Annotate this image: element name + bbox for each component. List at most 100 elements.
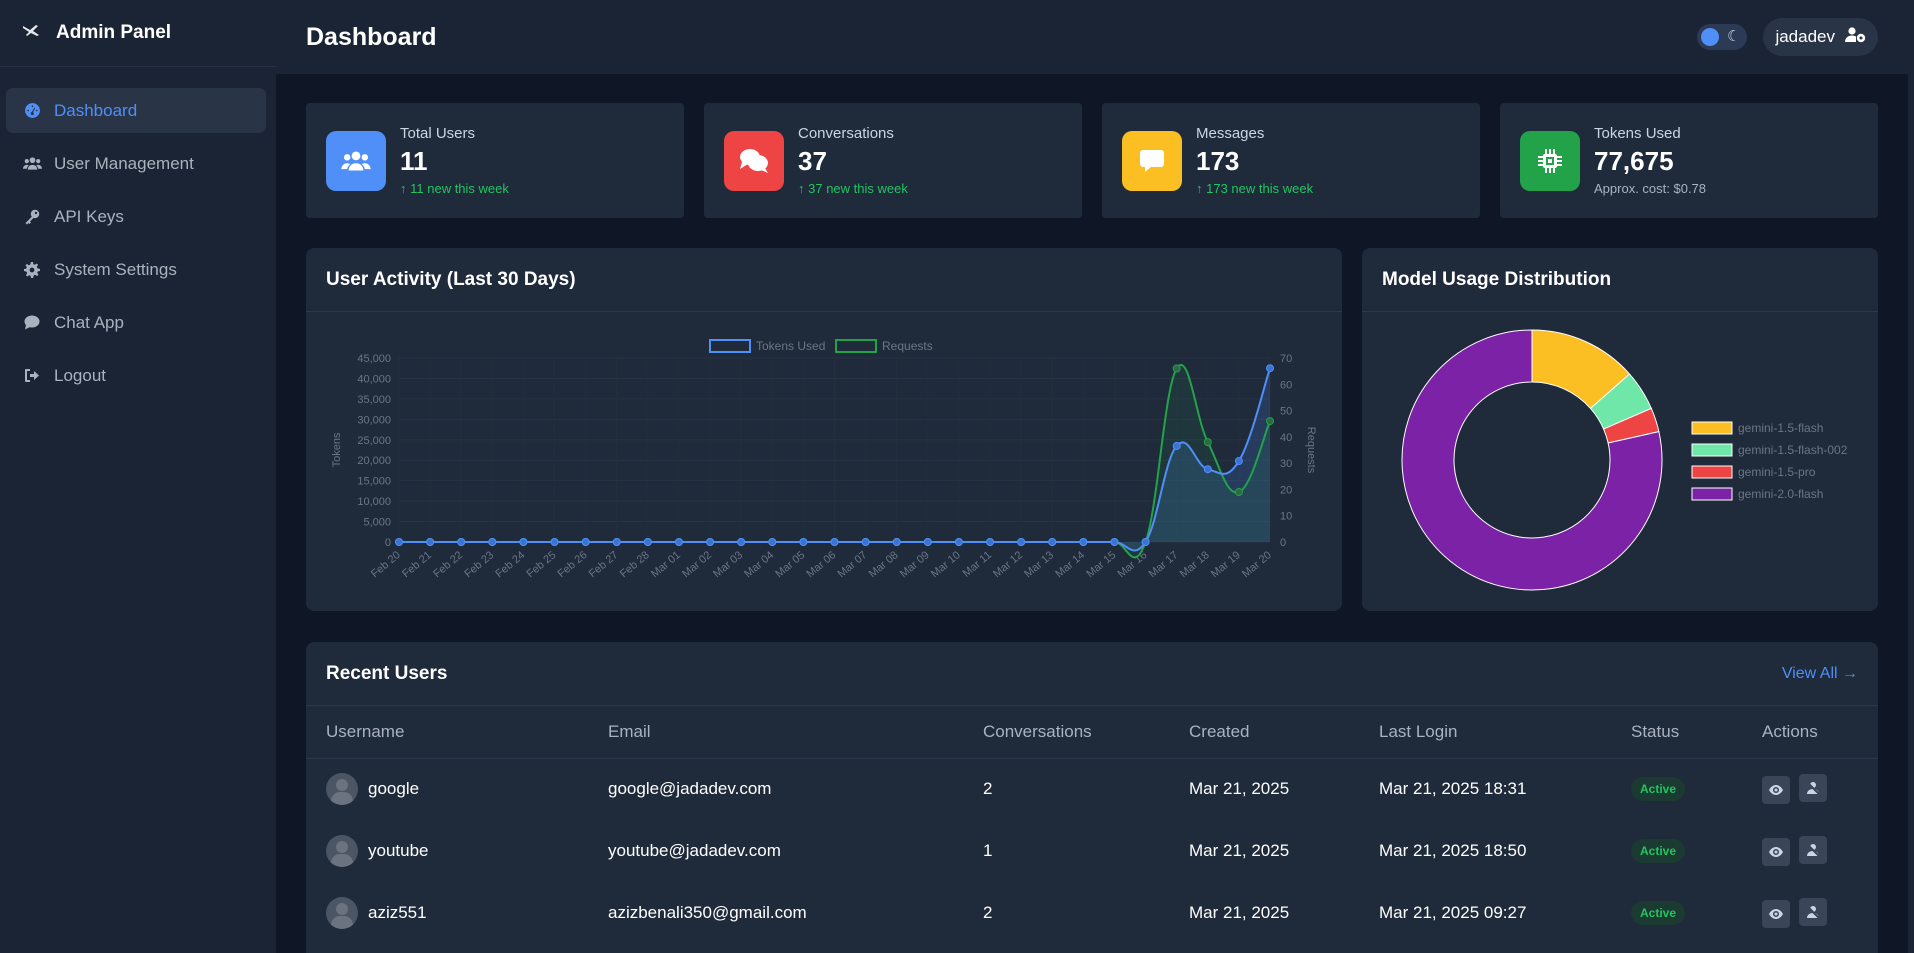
tokens-point <box>488 538 497 546</box>
page-title: Dashboard <box>306 22 437 51</box>
legend-label: gemini-1.5-flash <box>1738 421 1823 435</box>
view-user-button[interactable] <box>1762 838 1790 866</box>
y-tick-label: 40,000 <box>357 373 391 385</box>
sidebar-item-dashboard[interactable]: Dashboard <box>6 88 266 133</box>
x-tick-label: Feb 21 <box>400 549 434 580</box>
legend-swatch <box>1691 443 1733 457</box>
requests-point <box>1234 488 1243 497</box>
avatar <box>326 835 358 867</box>
tokens-point <box>426 538 435 546</box>
requests-point <box>1172 364 1181 373</box>
table-row[interactable]: aziz551 azizbenali350@gmail.com 2 Mar 21… <box>306 882 1878 944</box>
legend-swatch-requests <box>835 339 877 353</box>
tokens-point <box>1079 538 1088 546</box>
y2-tick-label: 40 <box>1280 432 1292 444</box>
tokens-point <box>457 538 466 546</box>
y2-tick-label: 10 <box>1280 511 1292 523</box>
theme-toggle[interactable]: ☾ <box>1697 24 1748 50</box>
col-email[interactable]: Email <box>588 706 963 759</box>
y-tick-label: 10,000 <box>357 496 391 508</box>
cell-email: azizbenali350@gmail.com <box>608 903 807 922</box>
recent-users-panel: Recent Users View All → Username Email C… <box>306 642 1878 953</box>
stat-note: Approx. cost: $0.78 <box>1594 181 1707 196</box>
x-tick-label: Mar 14 <box>1053 549 1087 580</box>
x-tick-label: Mar 19 <box>1209 549 1243 580</box>
y2-tick-label: 70 <box>1280 353 1292 365</box>
view-all-link[interactable]: View All → <box>1781 664 1858 682</box>
avatar <box>326 897 358 929</box>
gauge-icon <box>22 102 42 119</box>
tokens-point <box>1141 538 1150 546</box>
col-last-login[interactable]: Last Login <box>1359 706 1611 759</box>
cell-conversations: 2 <box>983 903 993 922</box>
y2-axis-label: Requests <box>1305 427 1317 474</box>
status-badge: Active <box>1631 901 1686 925</box>
tokens-point <box>581 538 590 546</box>
requests-point <box>1203 438 1212 447</box>
y-tick-label: 15,000 <box>357 476 391 488</box>
sidebar-item-label: Logout <box>54 365 106 385</box>
sidebar-item-logout[interactable]: Logout <box>6 353 266 398</box>
recent-users-table: Username Email Conversations Created Las… <box>306 706 1878 944</box>
x-tick-label: Feb 25 <box>525 549 559 580</box>
sidebar-item-api-keys[interactable]: API Keys <box>6 194 266 239</box>
scrollbar[interactable] <box>1908 0 1914 953</box>
comments-icon <box>724 130 784 191</box>
tokens-point <box>892 538 901 546</box>
view-user-button[interactable] <box>1762 776 1790 805</box>
y2-tick-label: 30 <box>1280 458 1292 470</box>
x-tick-label: Mar 04 <box>742 549 776 580</box>
stat-card-tokens-used: Tokens Used 77,675 Approx. cost: $0.78 <box>1500 103 1878 218</box>
cell-last-login: Mar 21, 2025 18:31 <box>1379 779 1527 799</box>
x-tick-label: Mar 03 <box>711 549 745 580</box>
arrow-up-icon: ↑ <box>798 181 805 196</box>
main-content: Dashboard ☾ jadadev Total Users 11 ↑ 11 … <box>276 0 1908 953</box>
tokens-point <box>768 538 777 546</box>
stat-trend: ↑ 37 new this week <box>798 181 908 196</box>
y2-tick-label: 0 <box>1280 537 1286 549</box>
x-tick-label: Mar 01 <box>649 549 683 580</box>
tokens-point <box>737 538 746 546</box>
tokens-point <box>1110 538 1119 546</box>
sidebar-item-label: Chat App <box>54 312 124 332</box>
tokens-point <box>954 538 963 546</box>
sidebar-item-system-settings[interactable]: System Settings <box>6 247 266 292</box>
stat-trend: ↑ 11 new this week <box>400 181 509 196</box>
brand[interactable]: Admin Panel <box>0 0 276 67</box>
x-tick-label: Mar 17 <box>1147 549 1181 580</box>
tokens-point <box>706 538 715 546</box>
table-row[interactable]: google google@jadadev.com 2 Mar 21, 2025… <box>306 758 1878 820</box>
disable-user-button[interactable] <box>1798 898 1827 926</box>
cell-created: Mar 21, 2025 <box>1189 903 1290 922</box>
x-tick-label: Feb 22 <box>431 549 465 580</box>
tokens-area <box>399 368 1270 551</box>
col-created[interactable]: Created <box>1169 706 1359 759</box>
sidebar-item-label: Dashboard <box>54 100 138 120</box>
col-username[interactable]: Username <box>306 706 588 759</box>
sidebar-item-user-management[interactable]: User Management <box>6 141 266 186</box>
disable-user-button[interactable] <box>1798 774 1827 803</box>
col-conversations[interactable]: Conversations <box>963 706 1169 759</box>
x-tick-label: Mar 15 <box>1084 549 1118 580</box>
tokens-line <box>398 367 1271 552</box>
sidebar: Admin Panel Dashboard User Management AP… <box>0 0 276 953</box>
x-tick-label: Mar 12 <box>991 549 1025 580</box>
view-user-button[interactable] <box>1762 900 1790 928</box>
user-menu-button[interactable]: jadadev <box>1763 18 1878 56</box>
stat-value: 173 <box>1196 146 1240 176</box>
brand-title: Admin Panel <box>56 22 172 43</box>
disable-user-button[interactable] <box>1798 836 1827 864</box>
sidebar-item-chat-app[interactable]: Chat App <box>6 300 266 345</box>
x-tick-label: Feb 24 <box>493 549 527 580</box>
y-tick-label: 0 <box>385 537 391 549</box>
x-tick-label: Feb 23 <box>462 549 496 580</box>
tokens-point <box>1266 364 1274 373</box>
cell-last-login: Mar 21, 2025 18:50 <box>1379 841 1527 860</box>
y-tick-label: 20,000 <box>357 455 391 467</box>
table-row[interactable]: youtube youtube@jadadev.com 1 Mar 21, 20… <box>306 820 1878 882</box>
cell-conversations: 1 <box>983 841 993 860</box>
tokens-point <box>1172 441 1181 450</box>
x-tick-label: Feb 28 <box>618 549 652 580</box>
col-status[interactable]: Status <box>1611 706 1742 759</box>
sidebar-nav: Dashboard User Management API Keys Syste… <box>0 67 276 398</box>
